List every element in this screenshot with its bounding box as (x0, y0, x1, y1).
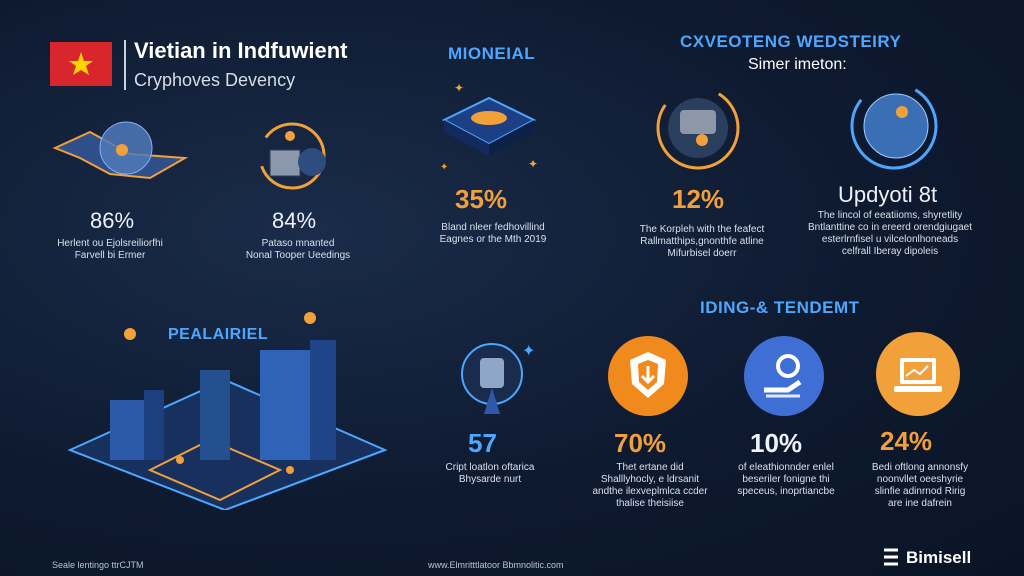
page-title: Vietian in Indfuwient (134, 38, 348, 63)
svg-text:✦: ✦ (454, 81, 464, 95)
section-heading-tendemt: IDING-& TENDEMT (700, 298, 860, 317)
svg-text:✦: ✦ (522, 343, 535, 360)
hand-pickaxe-icon (744, 336, 824, 416)
tendemt-caption-2: of eleathionnder enlel beseriler fonigne… (737, 462, 835, 497)
shield-download-icon (608, 336, 688, 416)
vietnam-flag-icon (50, 42, 112, 86)
header-divider (124, 40, 126, 90)
brand-name: Bimisell (906, 548, 972, 567)
city-isometric-icon (60, 310, 390, 510)
brand-logo-icon (880, 546, 902, 568)
server-globe-icon (252, 118, 337, 198)
crypto-rocket-icon: ✦ (452, 336, 542, 426)
stat-value-2: 84% (272, 208, 317, 233)
blockchain-globe-icon (846, 78, 942, 174)
svg-text:✦: ✦ (528, 157, 538, 171)
wedsteiry-value-2: Updyoti 8t (838, 182, 938, 207)
mining-chip-icon: ✦ ✦ ✦ (434, 78, 544, 178)
tendemt-caption-1: Thet ertane did Shalllyhocly, e ldrsanit… (592, 462, 708, 509)
laptop-chart-icon (876, 332, 960, 416)
pealairiel-caption: Cript loatlon oftarica Bhysarde nurt (445, 462, 535, 485)
section-heading-mioneial: MIONEIAL (448, 44, 536, 63)
mioneial-caption: Bland nleer fedhovillind Eagnes or the M… (439, 222, 547, 245)
tendemt-value-2: 10% (750, 428, 803, 458)
wedsteiry-caption-2: The lincol of eeatiioms, shyretlity Bntl… (807, 210, 972, 257)
tendemt-caption-3: Bedi oftlong annonsfy noonvllet oeeshyri… (871, 462, 969, 509)
mioneial-value: 35% (455, 184, 508, 214)
section-heading-pealairiel: PEALAIRIEL (168, 326, 269, 343)
svg-text:✦: ✦ (440, 162, 448, 173)
stat-value-1: 86% (90, 208, 135, 233)
wedsteiry-value-1: 12% (672, 184, 725, 214)
page-subtitle: Cryphoves Devency (134, 70, 296, 90)
stat-caption-2: Pataso mnanted Nonal Tooper Ueedings (245, 238, 351, 261)
tendemt-value-3: 24% (880, 426, 933, 456)
coin-globe-icon (650, 80, 746, 176)
section-heading-wedsteiry: CXVEOTENG WEDSTEIRY (680, 32, 902, 51)
wedsteiry-caption-1: The Korpleh with the feafect Rallmatthip… (639, 224, 765, 259)
footer-left-text: Seale lentingo ttrCJTM (52, 560, 144, 570)
pealairiel-value: 57 (468, 428, 497, 458)
tendemt-value-1: 70% (614, 428, 667, 458)
stat-caption-1: Herlent ou Ejolsreiliorfhi Farvell bi Er… (57, 238, 163, 261)
footer-url[interactable]: www.Elmritttlatoor Bbmnolitic.com (428, 560, 564, 570)
globe-map-icon (50, 118, 190, 188)
section-subheading-wedsteiry: Simer imeton: (748, 56, 847, 73)
